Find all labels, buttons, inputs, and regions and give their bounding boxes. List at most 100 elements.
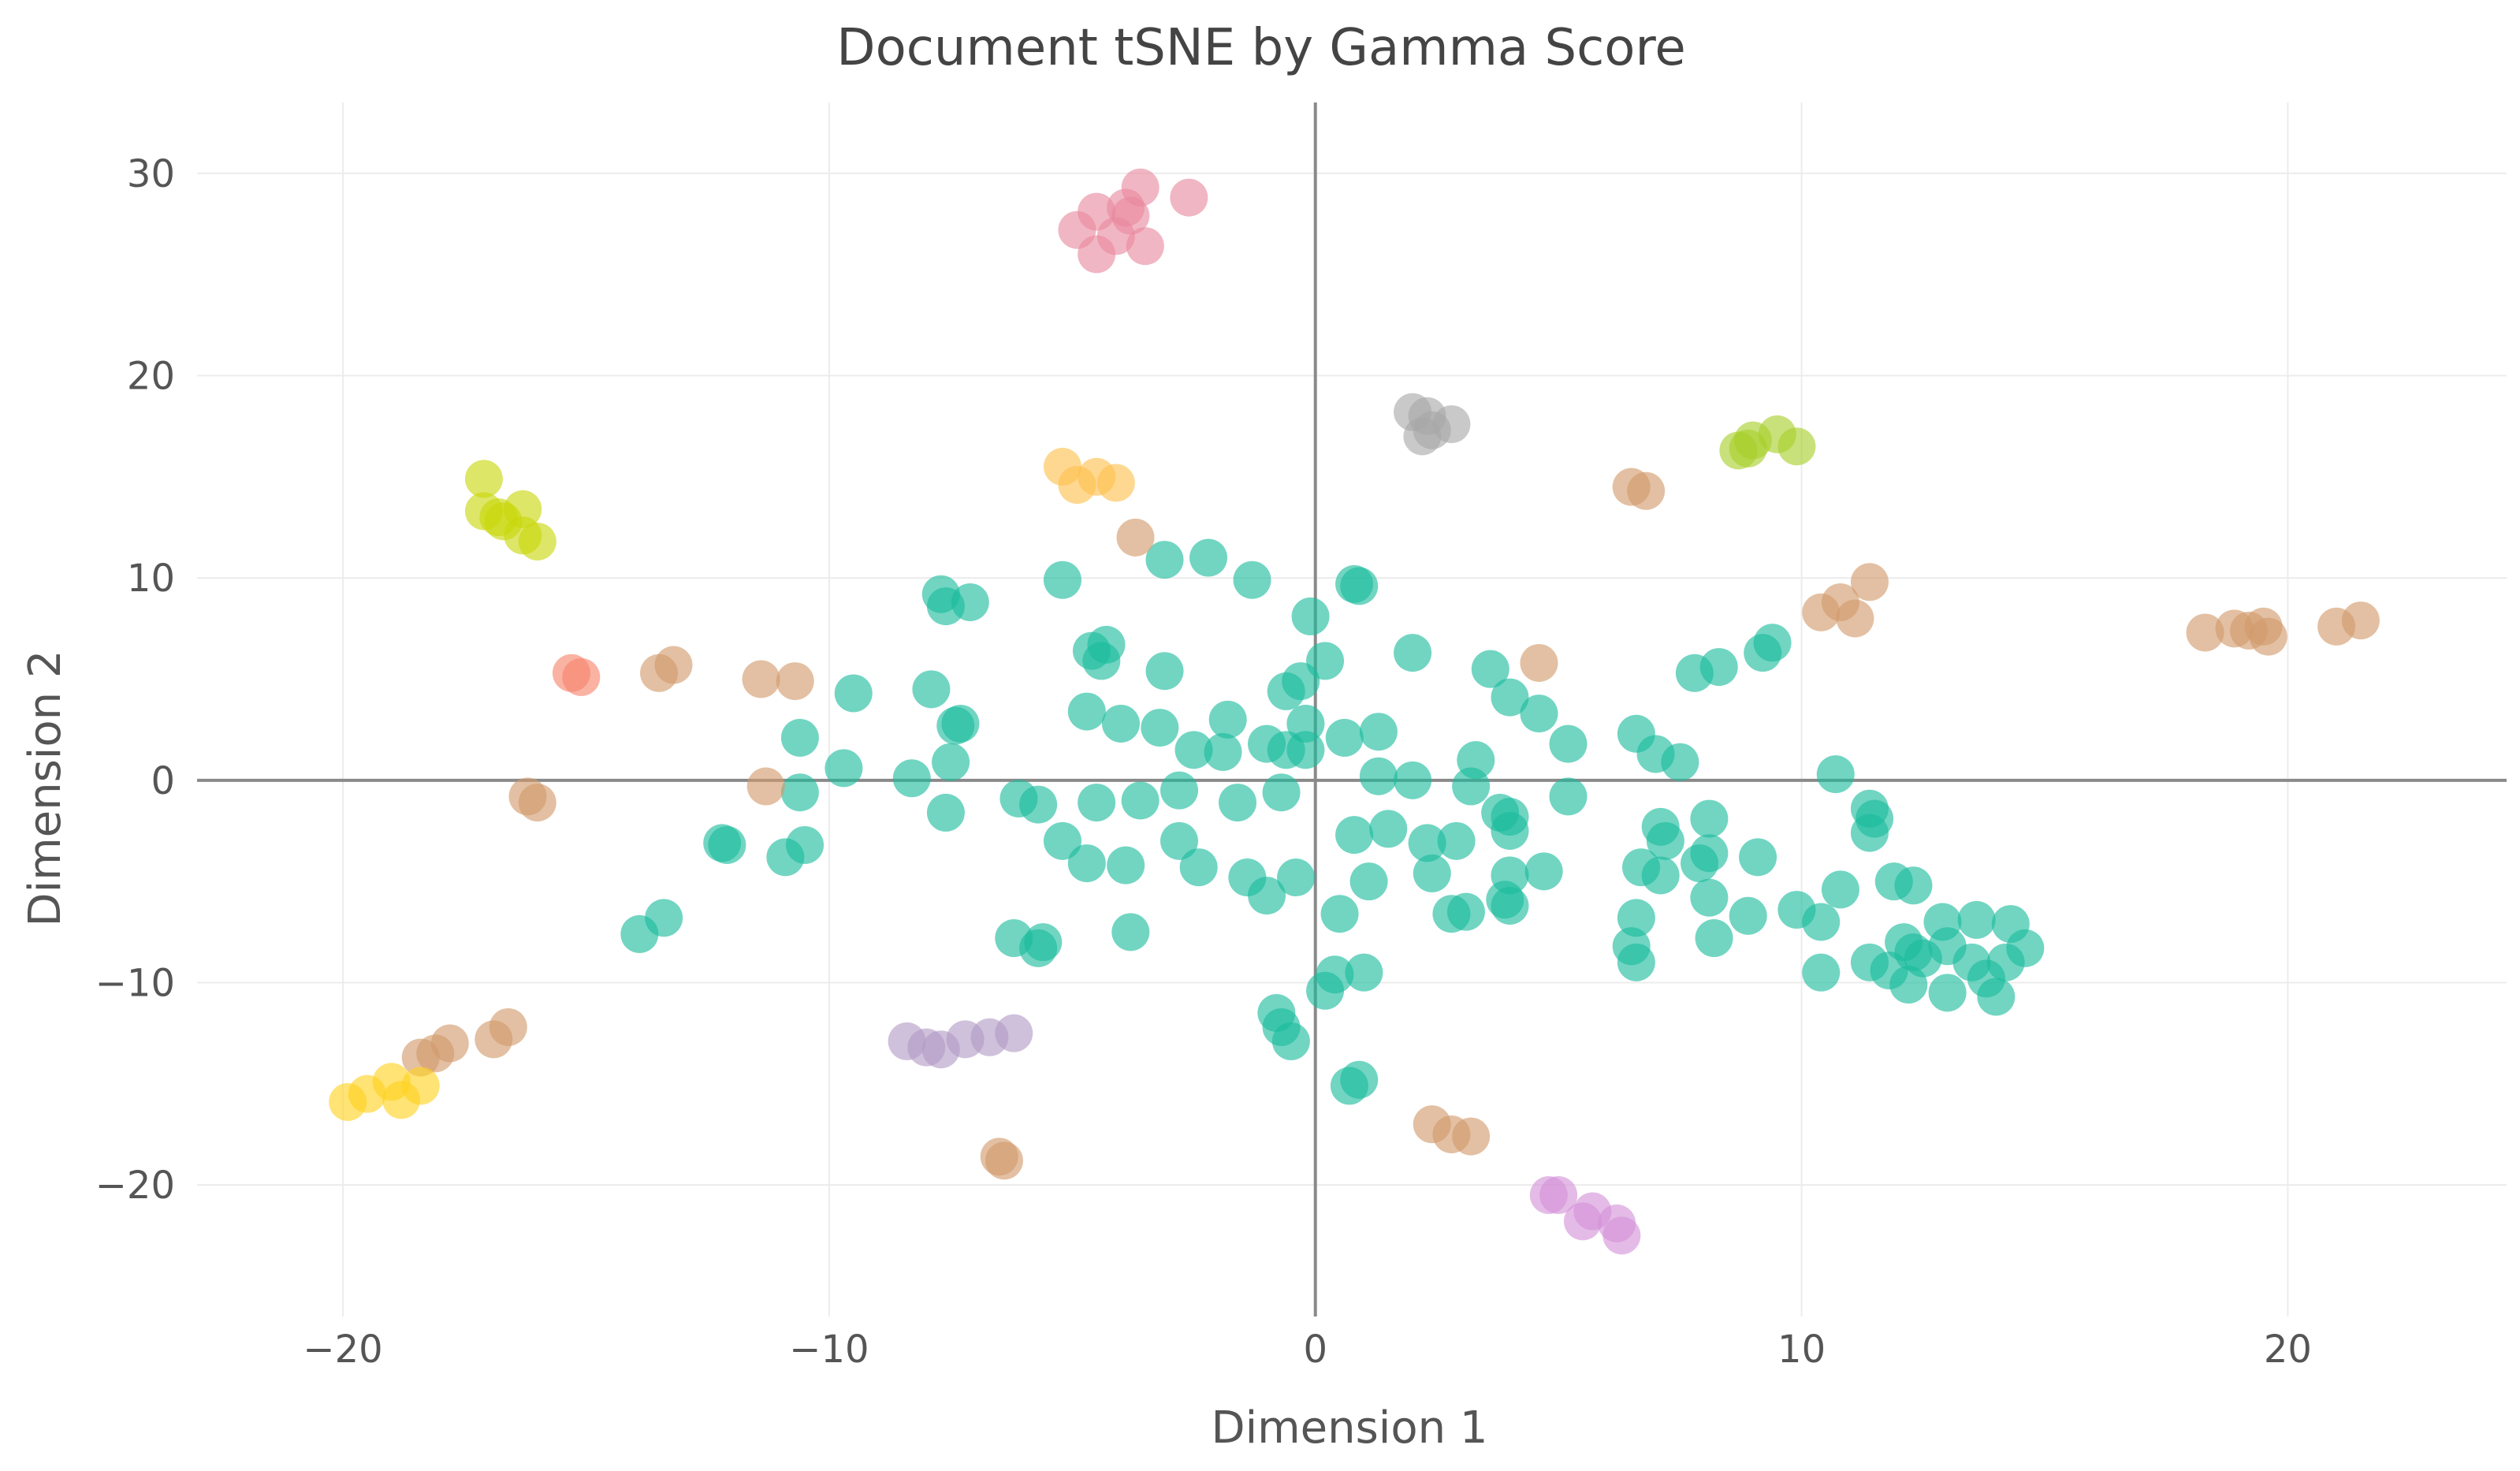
data-point (1802, 953, 1841, 992)
data-point (776, 662, 814, 701)
data-point (1282, 662, 1320, 701)
data-point (1777, 427, 1816, 466)
data-point (401, 1067, 440, 1105)
data-point (746, 767, 785, 806)
data-point (1739, 838, 1777, 877)
scatter-points (329, 168, 2380, 1255)
data-point (995, 1014, 1033, 1052)
data-point (1286, 731, 1325, 769)
y-tick-label: 20 (127, 355, 175, 399)
data-point (1286, 704, 1325, 743)
data-point (518, 784, 556, 822)
data-point (1349, 862, 1388, 901)
data-point (1520, 643, 1558, 682)
chart-title: Document tSNE by Gamma Score (836, 19, 1685, 77)
data-point (1816, 755, 1855, 794)
data-point (1233, 560, 1271, 599)
data-point (518, 522, 556, 560)
data-point (1141, 709, 1179, 747)
data-point (2006, 929, 2045, 967)
data-point (1248, 877, 1286, 915)
data-point (1602, 1216, 1641, 1255)
data-point (1446, 892, 1485, 931)
data-point (1219, 784, 1257, 822)
data-point (1681, 844, 1719, 883)
data-point (1170, 178, 1208, 217)
data-point (1471, 650, 1509, 688)
data-point (1539, 1176, 1578, 1214)
data-point (1145, 652, 1184, 691)
y-tick-label: −10 (95, 962, 175, 1006)
data-point (1403, 417, 1442, 456)
series-group-8 (329, 1063, 440, 1121)
data-point (1369, 810, 1408, 848)
data-point (1160, 821, 1199, 860)
data-point (1067, 692, 1106, 731)
data-point (475, 1020, 513, 1059)
data-point (1121, 781, 1159, 820)
y-tick-label: 30 (127, 152, 175, 196)
data-point (401, 1038, 440, 1077)
data-point (1549, 777, 1588, 816)
data-point (1690, 878, 1729, 917)
data-point (892, 759, 931, 798)
data-point (1179, 848, 1218, 887)
data-point (1340, 1060, 1379, 1099)
data-point (504, 490, 542, 528)
data-point (1335, 816, 1374, 855)
y-tick-label: 10 (127, 557, 175, 601)
series-group-3 (1719, 415, 1816, 470)
data-point (1408, 824, 1446, 862)
data-point (1043, 821, 1081, 860)
data-point (1617, 899, 1655, 937)
data-point (1277, 858, 1316, 897)
data-point (1394, 634, 1432, 672)
series-group-1 (1058, 168, 1208, 274)
data-point (1043, 560, 1081, 599)
data-point (1520, 695, 1558, 733)
data-point (1413, 854, 1451, 892)
x-axis-label: Dimension 1 (1211, 1402, 1487, 1454)
data-point (1394, 761, 1432, 799)
data-point (1802, 903, 1841, 941)
data-point (1340, 567, 1379, 605)
data-point (1160, 771, 1199, 810)
series-group-5 (464, 460, 556, 560)
data-point (1145, 541, 1184, 579)
data-point (1452, 1117, 1491, 1156)
data-point (1067, 844, 1106, 883)
data-point (2249, 617, 2287, 656)
data-point (912, 670, 951, 709)
data-point (1753, 624, 1792, 662)
y-axis-label: Dimension 2 (20, 650, 71, 926)
data-point (1320, 895, 1359, 933)
data-point (1019, 785, 1058, 824)
data-point (1107, 846, 1145, 884)
data-point (780, 773, 819, 812)
data-point (1850, 563, 1889, 601)
data-point (742, 660, 780, 698)
data-point (1641, 856, 1680, 895)
data-point (1646, 821, 1684, 860)
data-point (1695, 919, 1733, 958)
data-point (1325, 718, 1364, 757)
series-group-9 (888, 1014, 1033, 1069)
data-point (1729, 896, 1767, 935)
data-point (1111, 913, 1150, 951)
tick-labels: −20 −10 0 10 20 −20 −10 0 10 20 30 (95, 152, 2312, 1372)
data-point (1719, 431, 1758, 470)
data-point (1549, 724, 1588, 763)
data-point (1699, 648, 1738, 687)
data-point (1957, 900, 1996, 939)
x-tick-label: 20 (2264, 1328, 2312, 1372)
data-point (1894, 866, 1933, 905)
data-point (1291, 597, 1330, 635)
data-point (824, 749, 863, 788)
series-group-6 (401, 467, 2380, 1180)
series-group-2 (1394, 393, 1471, 456)
data-point (1024, 923, 1063, 962)
data-point (932, 743, 970, 781)
data-point (1821, 870, 1859, 909)
data-point (1661, 743, 1699, 781)
